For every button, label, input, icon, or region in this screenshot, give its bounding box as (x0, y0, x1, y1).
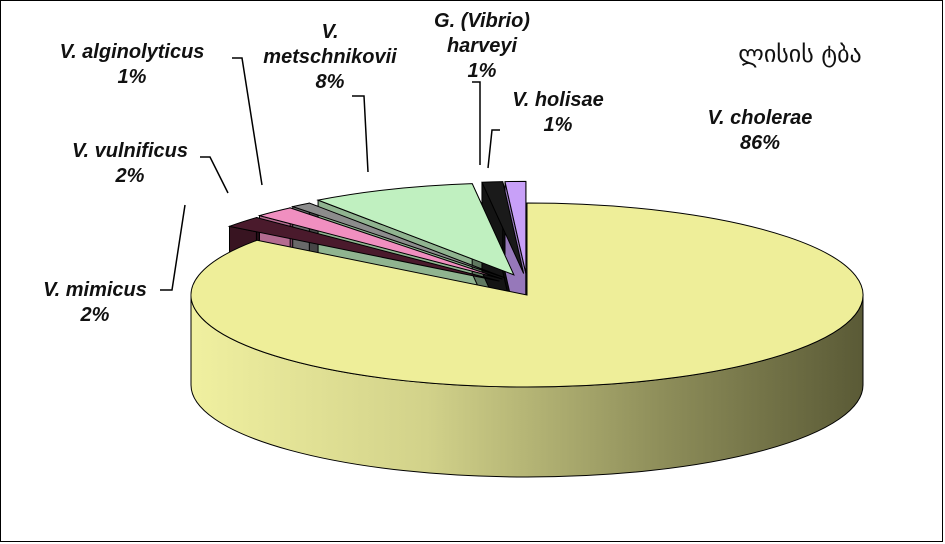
slice-label-line: V. mimicus (43, 279, 147, 301)
leader-line-4 (352, 95, 369, 173)
leader-line-2 (200, 156, 229, 194)
slice-label-line: 1% (468, 60, 497, 82)
leader-line-3 (232, 57, 263, 186)
slice-tops (190, 180, 864, 388)
slice-6 (504, 180, 527, 274)
slice-labels: V. cholerae 86% V. mimicus 2% V. vulnificus 2… (43, 10, 812, 326)
slice-2 (257, 207, 503, 280)
slice-label-3: V. alginolyticus 1% (60, 41, 205, 88)
slice-4 (316, 183, 515, 276)
slice-label-line: 2% (80, 304, 110, 326)
slice-label-line: V. alginolyticus (60, 41, 205, 63)
leader-line-1 (160, 204, 186, 291)
chart-title: ლისის ტბა (738, 40, 861, 68)
slice-label-1: V. mimicus 2% (43, 279, 147, 326)
slice-label-5: G. (Vibrio) harveyi 1% (434, 10, 530, 82)
slice-3 (290, 202, 506, 279)
leader-line-6 (487, 129, 500, 169)
slice-label-line: 1% (118, 66, 147, 88)
slice-label-line: V. cholerae (708, 107, 813, 129)
slice-label-line: 1% (544, 114, 573, 136)
slice-label-2: V. vulnificus 2% (72, 140, 188, 187)
slice-label-line: V. (321, 21, 338, 43)
slice-label-line: 2% (115, 165, 145, 187)
slice-label-line: harveyi (447, 35, 517, 57)
slice-1 (227, 217, 500, 282)
leader-lines (160, 57, 500, 291)
slice-5 (481, 181, 525, 274)
slice-label-line: V. holisae (512, 89, 604, 111)
leader-line-5 (472, 81, 481, 165)
slice-label-6: V. holisae 1% (512, 89, 604, 136)
slice-label-line: G. (Vibrio) (434, 10, 530, 32)
slice-0 (190, 202, 864, 388)
slice-label-0: V. cholerae 86% (708, 107, 813, 154)
slice-label-line: metschnikovii (263, 46, 397, 68)
slice-label-line: 8% (316, 71, 345, 93)
slice-label-line: 86% (740, 132, 780, 154)
slice-label-4: V. metschnikovii 8% (263, 21, 397, 93)
slice-label-line: V. vulnificus (72, 140, 188, 162)
